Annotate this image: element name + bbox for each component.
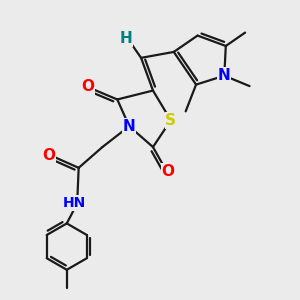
Text: N: N — [123, 119, 136, 134]
Text: HN: HN — [63, 196, 86, 210]
Text: O: O — [161, 164, 174, 179]
Text: O: O — [81, 80, 94, 94]
Text: H: H — [120, 31, 133, 46]
Text: S: S — [165, 113, 176, 128]
Text: O: O — [42, 148, 56, 164]
Text: N: N — [218, 68, 231, 83]
